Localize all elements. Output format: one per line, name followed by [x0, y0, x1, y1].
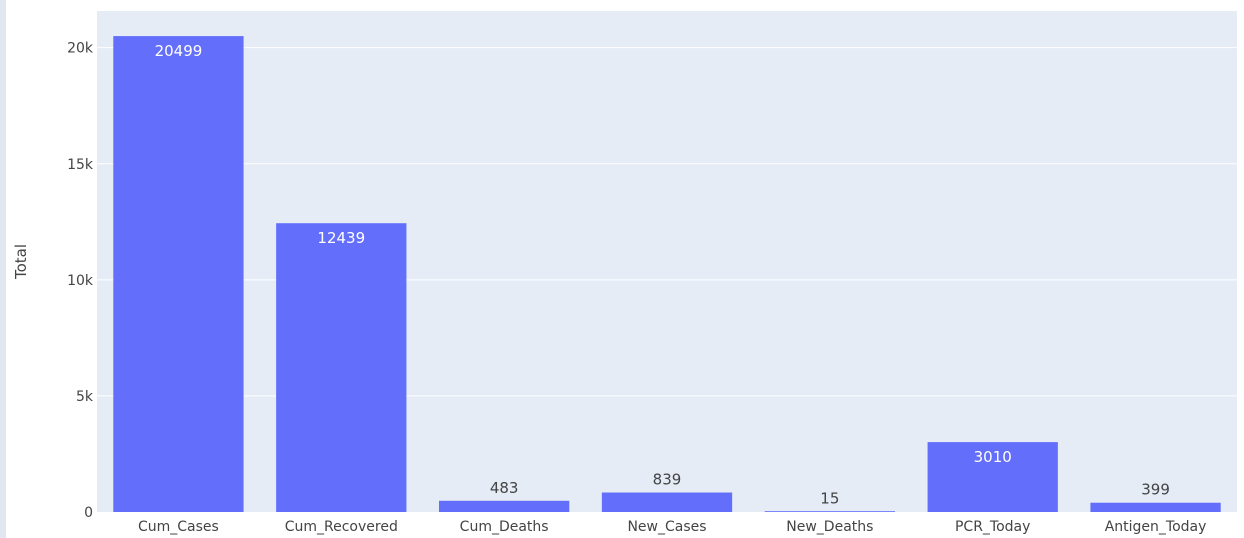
bar	[601, 492, 733, 512]
x-tick-label: PCR_Today	[955, 519, 1030, 535]
data-label: 839	[653, 471, 682, 489]
x-tick-label: Cum_Deaths	[460, 519, 549, 535]
data-label: 483	[490, 479, 519, 497]
x-tick-label: Cum_Cases	[138, 519, 219, 535]
bar	[764, 511, 895, 512]
y-tick-label: 10k	[67, 273, 94, 289]
bar	[927, 442, 1058, 512]
y-axis-title: Total	[12, 244, 30, 280]
data-label: 399	[1141, 481, 1170, 499]
data-label: 3010	[974, 448, 1012, 466]
bars	[113, 36, 1221, 512]
data-label: 15	[820, 490, 839, 508]
y-tick-label: 5k	[76, 389, 94, 405]
y-tick-label: 0	[84, 505, 93, 521]
bar	[113, 36, 244, 512]
data-label: 12439	[317, 229, 365, 247]
x-tick-label: New_Cases	[627, 519, 706, 535]
x-tick-label: Antigen_Today	[1105, 519, 1207, 535]
data-labels: 20499 12439 483 839 15 3010 399	[155, 42, 1170, 508]
y-tick-label: 15k	[67, 157, 94, 173]
plot-area	[97, 11, 1237, 512]
y-axis-ticks: 0 5k 10k 15k 20k	[67, 41, 94, 521]
x-tick-label: Cum_Recovered	[285, 519, 398, 535]
x-tick-label: New_Deaths	[786, 519, 873, 535]
y-tick-label: 20k	[67, 41, 94, 57]
data-label: 20499	[155, 42, 203, 60]
bar	[439, 500, 570, 512]
bar	[1090, 502, 1221, 512]
x-axis-ticks: Cum_Cases Cum_Recovered Cum_Deaths New_Case…	[138, 519, 1206, 535]
left-panel-edge	[0, 0, 6, 538]
bar	[276, 223, 407, 512]
